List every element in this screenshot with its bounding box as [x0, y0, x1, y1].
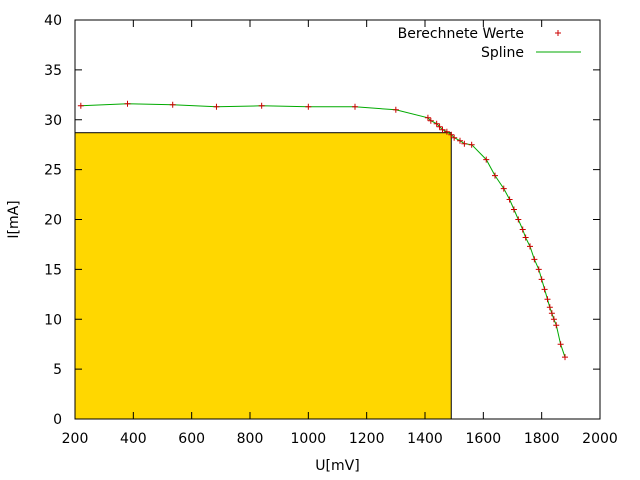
- x-tick-label: 800: [237, 431, 264, 447]
- data-point-marker: [439, 126, 446, 133]
- data-point-marker: [527, 243, 533, 250]
- y-tick-label: 15: [44, 262, 62, 278]
- data-point-marker: [457, 137, 463, 144]
- data-point-marker: [510, 206, 517, 213]
- data-point-marker: [451, 134, 458, 141]
- y-tick-label: 10: [44, 312, 62, 328]
- data-point-marker: [548, 310, 555, 317]
- y-tick-label: 30: [44, 113, 62, 129]
- data-point-marker: [77, 102, 84, 109]
- data-point-marker: [443, 128, 450, 135]
- data-point-marker: [515, 216, 522, 223]
- tick-layer: 200 400 600 800 1000 1200 1400 1600 1800 2000 0 5 10…: [44, 13, 618, 447]
- legend: Berechnete Werte Spline: [398, 26, 581, 61]
- data-point-marker: [427, 117, 434, 124]
- data-point-marker: [436, 123, 443, 130]
- x-tick-label: 400: [120, 431, 147, 447]
- data-point-marker: [553, 322, 560, 329]
- data-point-marker: [433, 120, 440, 127]
- legend-label-berechnete-werte: Berechnete Werte: [398, 26, 524, 42]
- legend-plus-marker-shape: [555, 30, 561, 36]
- data-point-marker: [562, 354, 568, 361]
- y-tick-label: 35: [44, 63, 62, 79]
- y-tick-label: 0: [53, 412, 62, 428]
- data-point-marker: [500, 185, 507, 192]
- y-tick-label: 40: [44, 13, 62, 29]
- x-tick-label: 1600: [466, 431, 502, 447]
- data-point-marker: [538, 276, 545, 283]
- x-tick-label: 2000: [582, 431, 618, 447]
- max-power-rectangle: [74, 132, 452, 420]
- data-point-marker: [519, 226, 526, 233]
- legend-label-spline: Spline: [481, 45, 524, 61]
- data-point-marker: [535, 266, 542, 273]
- x-axis-label: U[mV]: [315, 458, 359, 474]
- y-tick-label: 20: [44, 213, 62, 229]
- data-point-marker: [258, 102, 265, 109]
- data-point-marker: [352, 103, 358, 110]
- data-point-marker: [492, 172, 498, 179]
- data-point-marker: [531, 256, 538, 263]
- x-tick-label: 1000: [291, 431, 327, 447]
- x-tick-label: 200: [62, 431, 89, 447]
- data-point-marker: [305, 103, 312, 110]
- data-point-marker: [506, 196, 513, 203]
- data-point-marker: [550, 316, 557, 323]
- data-point-marker: [541, 286, 548, 293]
- x-tick-label: 1200: [349, 431, 385, 447]
- data-point-marker: [448, 131, 455, 138]
- x-tick-label: 1400: [407, 431, 443, 447]
- data-point-marker: [424, 114, 431, 121]
- data-point-marker: [544, 296, 551, 303]
- x-tick-label: 600: [178, 431, 205, 447]
- data-point-marker: [461, 140, 468, 147]
- data-point-marker: [483, 156, 490, 163]
- y-tick-label: 25: [44, 163, 62, 179]
- data-point-marker: [169, 101, 176, 108]
- data-point-marker: [468, 141, 475, 148]
- max-power-rectangle-layer: [74, 132, 452, 420]
- legend-plus-marker-icon: [555, 30, 561, 36]
- data-point-marker: [546, 304, 553, 311]
- data-point-marker: [557, 341, 564, 348]
- marker-layer: [77, 100, 568, 361]
- x-tick-label: 1800: [524, 431, 560, 447]
- y-axis-label: I[mA]: [6, 200, 22, 238]
- data-point-marker: [522, 234, 529, 241]
- data-point-marker: [392, 106, 399, 113]
- data-point-marker: [124, 100, 131, 107]
- data-point-marker: [213, 103, 220, 110]
- y-tick-label: 5: [53, 362, 62, 378]
